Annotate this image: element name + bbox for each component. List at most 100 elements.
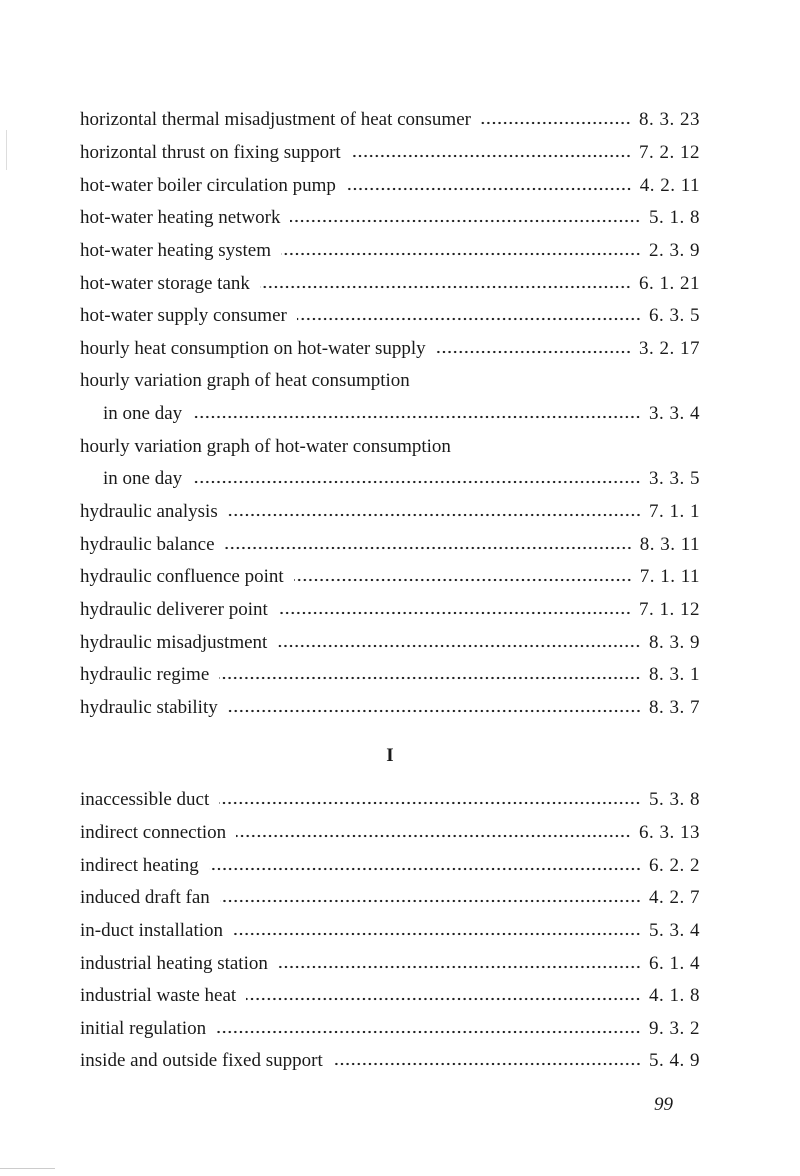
- index-term: inside and outside fixed support: [80, 1050, 323, 1072]
- index-term: hot-water heating system: [80, 239, 272, 261]
- dot-leader: [293, 578, 632, 583]
- dot-leader: [290, 219, 641, 224]
- index-section-ref: 6. 1. 21: [639, 272, 700, 294]
- dot-leader: [219, 801, 641, 806]
- index-term: hydraulic balance: [80, 533, 215, 555]
- dot-leader: [227, 708, 641, 713]
- index-entry: hot-water supply consumer 6. 3. 5: [80, 300, 700, 333]
- scan-edge-line: [0, 1168, 55, 1169]
- index-section-ref: 6. 3. 5: [649, 305, 700, 327]
- index-term: hot-water boiler circulation pump: [80, 174, 336, 196]
- index-term: horizontal thermal misadjustment of heat…: [80, 109, 471, 131]
- dot-leader: [233, 931, 641, 936]
- index-section-ref: 5. 3. 8: [649, 789, 700, 811]
- index-section-i: inaccessible duct 5. 3. 8 indirect connect…: [80, 784, 700, 1078]
- index-term: hydraulic confluence point: [80, 566, 284, 588]
- index-term: hot-water storage tank: [80, 272, 250, 294]
- index-section-ref: 7. 1. 11: [639, 566, 700, 588]
- dot-leader: [219, 899, 641, 904]
- index-entry: hydraulic confluence point 7. 1. 11: [80, 561, 700, 594]
- index-section-ref: 7. 2. 12: [639, 141, 700, 163]
- index-term: hourly variation graph of hot-water cons…: [80, 435, 451, 457]
- index-entry: indirect connection 6. 3. 13: [80, 817, 700, 850]
- index-entry: initial regulation 9. 3. 2: [80, 1012, 700, 1045]
- index-section-ref: 6. 3. 13: [639, 821, 700, 843]
- index-entry: inaccessible duct 5. 3. 8: [80, 784, 700, 817]
- dot-leader: [259, 284, 631, 289]
- section-letter-heading: I: [386, 745, 394, 766]
- index-section-ref: 5. 1. 8: [649, 207, 700, 229]
- index-entry: industrial heating station 6. 1. 4: [80, 947, 700, 980]
- index-entry: hourly heat consumption on hot-water sup…: [80, 332, 700, 365]
- index-entry: hydraulic deliverer point 7. 1. 12: [80, 594, 700, 627]
- dot-leader: [277, 610, 631, 615]
- dot-leader: [296, 317, 641, 322]
- dot-leader: [435, 349, 631, 354]
- dot-leader: [277, 964, 641, 969]
- index-section-ref: 8. 3. 1: [649, 664, 700, 686]
- index-entry: hydraulic analysis 7. 1. 1: [80, 496, 700, 529]
- index-section-ref: 8. 3. 23: [639, 109, 700, 131]
- index-section-ref: 6. 1. 4: [649, 952, 700, 974]
- index-term: indirect connection: [80, 821, 227, 843]
- index-entry: hot-water boiler circulation pump 4. 2. 1…: [80, 169, 700, 202]
- index-entry: in one day 3. 3. 5: [80, 463, 700, 496]
- index-term: hot-water supply consumer: [80, 305, 287, 327]
- index-term: initial regulation: [80, 1017, 207, 1039]
- index-section-h: horizontal thermal misadjustment of heat…: [80, 104, 700, 724]
- index-entry: horizontal thermal misadjustment of heat…: [80, 104, 700, 137]
- index-section-ref: 7. 1. 1: [649, 501, 700, 522]
- index-entry: induced draft fan 4. 2. 7: [80, 882, 700, 915]
- dot-leader: [227, 513, 641, 517]
- index-term: hydraulic stability: [80, 696, 218, 718]
- index-entry: industrial waste heat 4. 1. 8: [80, 980, 700, 1013]
- dot-leader: [480, 121, 631, 126]
- index-section-ref: 9. 3. 2: [649, 1017, 700, 1039]
- index-entry: hourly variation graph of heat consumpti…: [80, 365, 700, 398]
- index-section-ref: 4. 1. 8: [649, 985, 700, 1007]
- index-entry: hydraulic stability 8. 3. 7: [80, 692, 700, 725]
- dot-leader: [208, 866, 641, 871]
- index-term: in-duct installation: [80, 919, 224, 941]
- index-entry: hot-water heating system 2. 3. 9: [80, 235, 700, 268]
- index-entry: inside and outside fixed support 5. 4. 9: [80, 1045, 700, 1078]
- index-entry: hydraulic misadjustment 8. 3. 9: [80, 626, 700, 659]
- dot-leader: [345, 186, 632, 191]
- index-term: indirect heating: [80, 854, 199, 876]
- index-entry: in-duct installation 5. 3. 4: [80, 915, 700, 948]
- index-section-ref: 3. 3. 5: [649, 468, 700, 490]
- index-entry: indirect heating 6. 2. 2: [80, 849, 700, 882]
- index-section-ref: 3. 2. 17: [639, 337, 700, 359]
- dot-leader: [219, 676, 641, 681]
- index-term: inaccessible duct: [80, 789, 210, 811]
- dot-leader: [192, 415, 641, 420]
- index-term: hourly variation graph of heat consumpti…: [80, 370, 410, 392]
- scan-margin-mark: [6, 130, 7, 170]
- index-entry: hourly variation graph of hot-water cons…: [80, 430, 700, 463]
- dot-leader: [236, 833, 631, 838]
- index-section-ref: 5. 4. 9: [649, 1050, 700, 1072]
- index-entry: hydraulic balance 8. 3. 11: [80, 528, 700, 561]
- index-term: horizontal thrust on fixing support: [80, 141, 341, 163]
- index-section-ref: 8. 3. 7: [649, 696, 700, 718]
- page-number: 99: [654, 1094, 673, 1115]
- index-term: industrial heating station: [80, 952, 268, 974]
- index-entry: hot-water storage tank 6. 1. 21: [80, 267, 700, 300]
- index-term: hydraulic analysis: [80, 501, 218, 522]
- index-entry: hydraulic regime 8. 3. 1: [80, 659, 700, 692]
- index-section-ref: 4. 2. 11: [639, 174, 700, 196]
- index-term: hourly heat consumption on hot-water sup…: [80, 337, 426, 359]
- dot-leader: [224, 545, 632, 550]
- dot-leader: [216, 1029, 641, 1034]
- index-term: industrial waste heat: [80, 985, 237, 1007]
- index-term: hydraulic deliverer point: [80, 598, 268, 620]
- dot-leader: [332, 1062, 641, 1067]
- index-term: hydraulic regime: [80, 664, 210, 686]
- dot-leader: [281, 251, 641, 256]
- index-term: induced draft fan: [80, 887, 210, 909]
- index-section-ref: 2. 3. 9: [649, 239, 700, 261]
- index-section-ref: 3. 3. 4: [649, 403, 700, 425]
- dot-leader: [277, 643, 641, 648]
- index-term: hot-water heating network: [80, 207, 281, 229]
- index-entry: in one day 3. 3. 4: [80, 398, 700, 431]
